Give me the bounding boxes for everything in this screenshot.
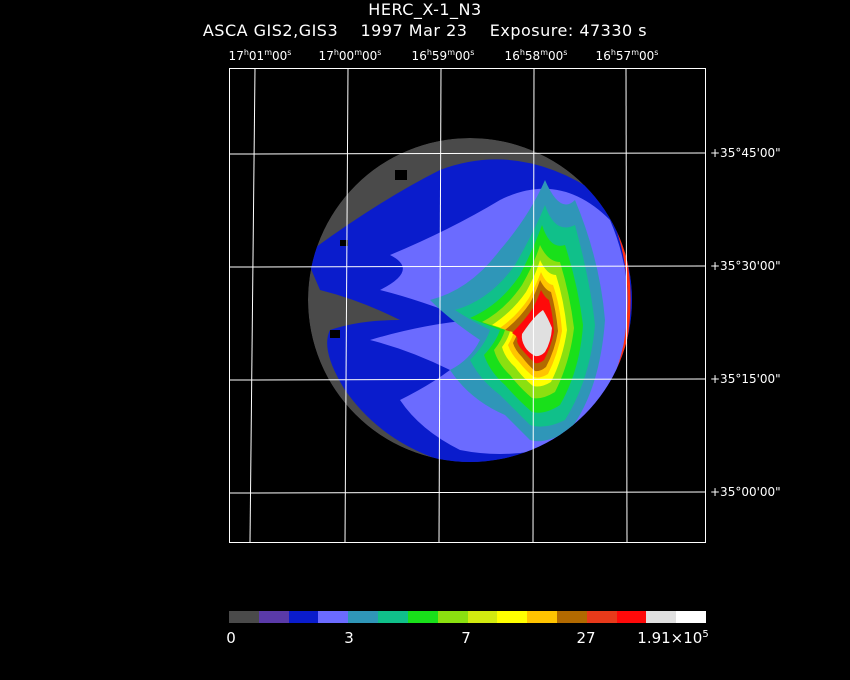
colorbar-swatch	[586, 611, 617, 623]
colorbar-swatch	[348, 611, 379, 623]
ra-tick-label: 16h58m00s	[504, 48, 568, 63]
exposure-label: Exposure: 47330 s	[489, 21, 648, 40]
dec-tick-label: +35°45'00"	[710, 146, 781, 160]
colorbar-swatch	[378, 611, 408, 623]
colorbar-swatch	[676, 611, 706, 623]
instrument-label: ASCA GIS2,GIS3	[202, 21, 339, 40]
ra-tick-label: 17h00m00s	[318, 48, 382, 63]
colorbar-swatch	[258, 611, 289, 623]
colorbar-swatch	[616, 611, 647, 623]
colorbar-tick-label: 27	[576, 629, 596, 647]
colorbar-tick-label: 3	[344, 629, 354, 647]
colorbar-swatch	[467, 611, 498, 623]
dec-tick-label: +35°00'00"	[710, 485, 781, 499]
colorbar-swatch	[318, 611, 349, 623]
colorbar-swatch	[407, 611, 438, 623]
observation-subtitle: ASCA GIS2,GIS3 1997 Mar 23 Exposure: 473…	[0, 21, 850, 40]
date-label: 1997 Mar 23	[360, 21, 468, 40]
colorbar-swatch	[646, 611, 677, 623]
dec-tick-label: +35°15'00"	[710, 372, 781, 386]
image-title: HERC_X-1_N3	[368, 0, 482, 19]
colorbar	[229, 611, 706, 623]
coordinate-grid	[228, 67, 706, 543]
colorbar-tick-label: 1.91×105	[637, 629, 709, 647]
ra-tick-label: 16h59m00s	[411, 48, 475, 63]
colorbar-swatch	[437, 611, 468, 623]
colorbar-swatch	[497, 611, 528, 623]
colorbar-swatch	[288, 611, 319, 623]
ra-tick-label: 17h01m00s	[228, 48, 292, 63]
colorbar-swatch	[229, 611, 259, 623]
ra-tick-label: 16h57m00s	[595, 48, 659, 63]
colorbar-swatch	[556, 611, 587, 623]
colorbar-tick-label: 7	[461, 629, 471, 647]
xray-intensity-map	[308, 138, 632, 462]
dec-tick-label: +35°30'00"	[710, 259, 781, 273]
colorbar-tick-label: 0	[226, 629, 236, 647]
colorbar-swatch	[527, 611, 557, 623]
